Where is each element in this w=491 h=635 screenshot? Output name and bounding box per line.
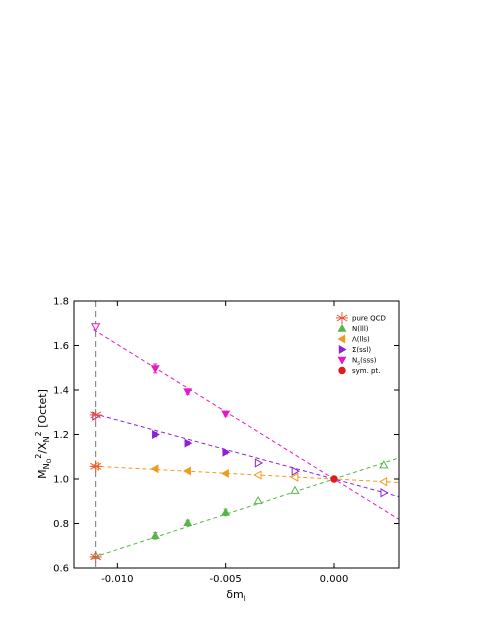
extrapolated-point — [379, 477, 388, 487]
pure-qcd-point — [89, 460, 102, 473]
y-tick-label: 1.2 — [53, 430, 69, 441]
y-tick-label: 1.6 — [53, 341, 69, 352]
pure-qcd-point-stroke-3 — [90, 462, 102, 470]
data-point — [183, 388, 193, 397]
extrapolated-point — [379, 460, 389, 469]
y-tick-label: 0.6 — [53, 564, 69, 575]
x-tick-label: -0.010 — [101, 574, 133, 585]
y-tick-label: 1.8 — [53, 297, 69, 308]
legend-label: pure QCD — [352, 315, 386, 323]
fit-line — [93, 413, 399, 498]
data-point — [150, 464, 159, 474]
fit-line — [93, 329, 399, 520]
legend-marker — [337, 323, 347, 332]
pure-qcd-point-stroke-3 — [90, 553, 102, 561]
axis-ticks: 0.6 0.8 1.0 1.2 1.4 1.6 1.8 -0.010 -0.005 0.000 — [53, 297, 399, 585]
data-point — [150, 365, 160, 374]
data-point — [222, 447, 231, 457]
data-point — [150, 531, 160, 539]
data-point — [221, 507, 231, 516]
y-tick-label: 1.4 — [53, 386, 69, 397]
x-tick-label: -0.005 — [210, 574, 242, 585]
fit-line — [93, 465, 399, 483]
legend-marker — [338, 345, 347, 354]
extrapolated-point — [380, 488, 389, 498]
plot-frame — [73, 300, 400, 569]
legend-label: Ns(sss) — [352, 357, 377, 367]
legend: pure QCD N(lll) Λ(lls) Σ(ssl) Ns(sss)sym. pt… — [336, 312, 386, 375]
legend-label: N(lll) — [352, 325, 369, 333]
data-points — [89, 323, 389, 563]
legend-marker — [337, 356, 347, 365]
data-point — [221, 468, 229, 478]
legend-marker — [338, 366, 346, 375]
y-tick-label: 1.0 — [53, 475, 69, 486]
x-tick-label: 0.000 — [320, 574, 349, 585]
y-tick-label: 0.8 — [53, 519, 69, 530]
extrapolated-point — [253, 470, 262, 480]
extrapolated-point — [291, 466, 300, 476]
fit-line — [93, 457, 399, 558]
extrapolated-point — [290, 472, 299, 482]
data-point — [183, 518, 193, 527]
data-point — [184, 438, 193, 448]
legend-label: Λ(lls) — [352, 336, 370, 344]
extrapolated-point — [290, 485, 300, 494]
x-axis-label: δml — [226, 588, 245, 603]
pure-qcd-point — [89, 550, 102, 563]
symmetric-point — [330, 475, 338, 483]
y-axis-label: MNO2/XN2 [Octet] — [34, 389, 53, 479]
pure-qcd-point — [89, 408, 102, 421]
pure-qcd-point-stroke-3 — [90, 411, 102, 419]
data-point — [183, 466, 191, 476]
fit-lines — [93, 329, 399, 558]
extrapolated-point — [91, 323, 101, 332]
legend-marker — [336, 312, 348, 324]
legend-marker — [337, 334, 346, 344]
extrapolated-point — [254, 458, 263, 468]
legend-label: sym. pt. — [352, 367, 380, 375]
data-point — [221, 410, 231, 419]
legend-label: Σ(ssl) — [352, 346, 371, 354]
legend-marker-stroke-3 — [336, 314, 348, 322]
extrapolated-point — [253, 495, 263, 505]
data-point — [152, 430, 160, 439]
